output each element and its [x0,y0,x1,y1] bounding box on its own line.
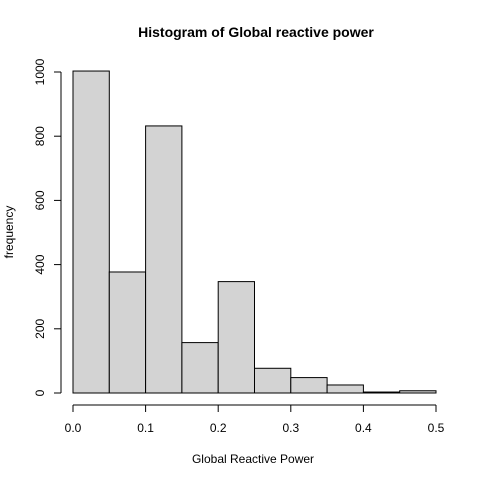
histogram-bars [72,70,437,394]
histogram-bar [108,271,147,394]
y-tick-label: 600 [33,190,47,210]
y-tick-label: 400 [33,254,47,274]
x-axis-label: Global Reactive Power [192,452,314,466]
histogram-bar [362,391,401,394]
y-axis-label: frequency [2,206,16,259]
histogram-bar [290,377,328,394]
y-tick-label: 200 [33,318,47,338]
x-tick-label: 0.3 [282,421,299,435]
histogram-bar [217,281,255,394]
x-axis: 0.0 0.1 0.2 0.3 0.4 0.5 [65,404,445,435]
y-tick-label: 800 [33,126,47,146]
y-tick-label: 1000 [33,58,47,85]
histogram-bar [145,125,183,394]
x-tick-label: 0.5 [428,421,445,435]
x-tick-label: 0.2 [210,421,227,435]
x-tick-label: 0.4 [355,421,372,435]
x-tick-label: 0.1 [137,421,154,435]
histogram-bar [254,367,292,394]
histogram-bar [72,70,110,394]
y-axis: 0 200 400 600 800 1000 [33,58,62,396]
x-tick-label: 0.0 [65,421,82,435]
histogram-bar [181,342,219,394]
histogram-bar [399,390,437,394]
y-tick-label: 0 [33,389,47,396]
histogram-bar [326,384,364,394]
chart-title: Histogram of Global reactive power [138,24,374,40]
